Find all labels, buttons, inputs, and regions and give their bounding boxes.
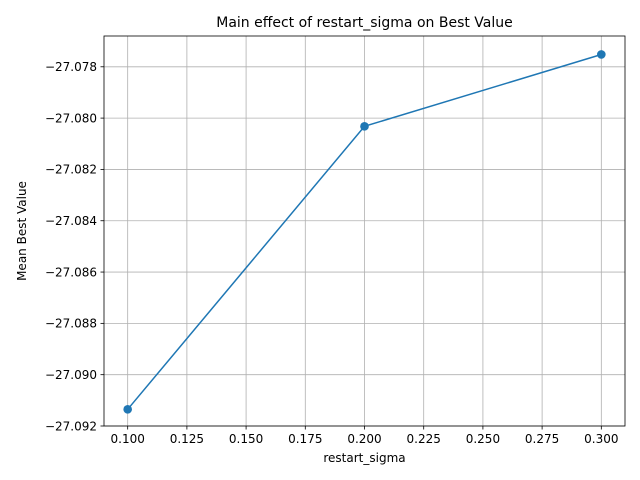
series: [123, 50, 606, 414]
data-point: [597, 50, 606, 59]
y-axis-label: Mean Best Value: [15, 181, 29, 281]
y-tick-label: −27.080: [45, 111, 97, 125]
x-tick-label: 0.200: [347, 432, 381, 446]
x-axis-label: restart_sigma: [323, 451, 405, 465]
x-tick-label: 0.150: [229, 432, 263, 446]
y-tick-label: −27.084: [45, 214, 97, 228]
x-tick-label: 0.225: [407, 432, 441, 446]
x-tick-label: 0.300: [584, 432, 618, 446]
y-tick-label: −27.082: [45, 163, 97, 177]
x-tick-label: 0.175: [288, 432, 322, 446]
y-tick-label: −27.086: [45, 265, 97, 279]
x-tick-label: 0.250: [466, 432, 500, 446]
y-tick-label: −27.078: [45, 60, 97, 74]
ticks: 0.100 0.125 0.150 0.175 0.200 0.225 0.250 0.275…: [45, 60, 619, 446]
data-point: [123, 405, 132, 414]
y-tick-label: −27.092: [45, 419, 97, 433]
grid: [104, 36, 625, 427]
x-tick-label: 0.100: [111, 432, 145, 446]
y-tick-label: −27.090: [45, 368, 97, 382]
data-point: [360, 122, 369, 131]
x-tick-label: 0.125: [170, 432, 204, 446]
y-tick-label: −27.088: [45, 317, 97, 331]
chart-title: Main effect of restart_sigma on Best Val…: [216, 15, 513, 31]
x-tick-label: 0.275: [525, 432, 559, 446]
